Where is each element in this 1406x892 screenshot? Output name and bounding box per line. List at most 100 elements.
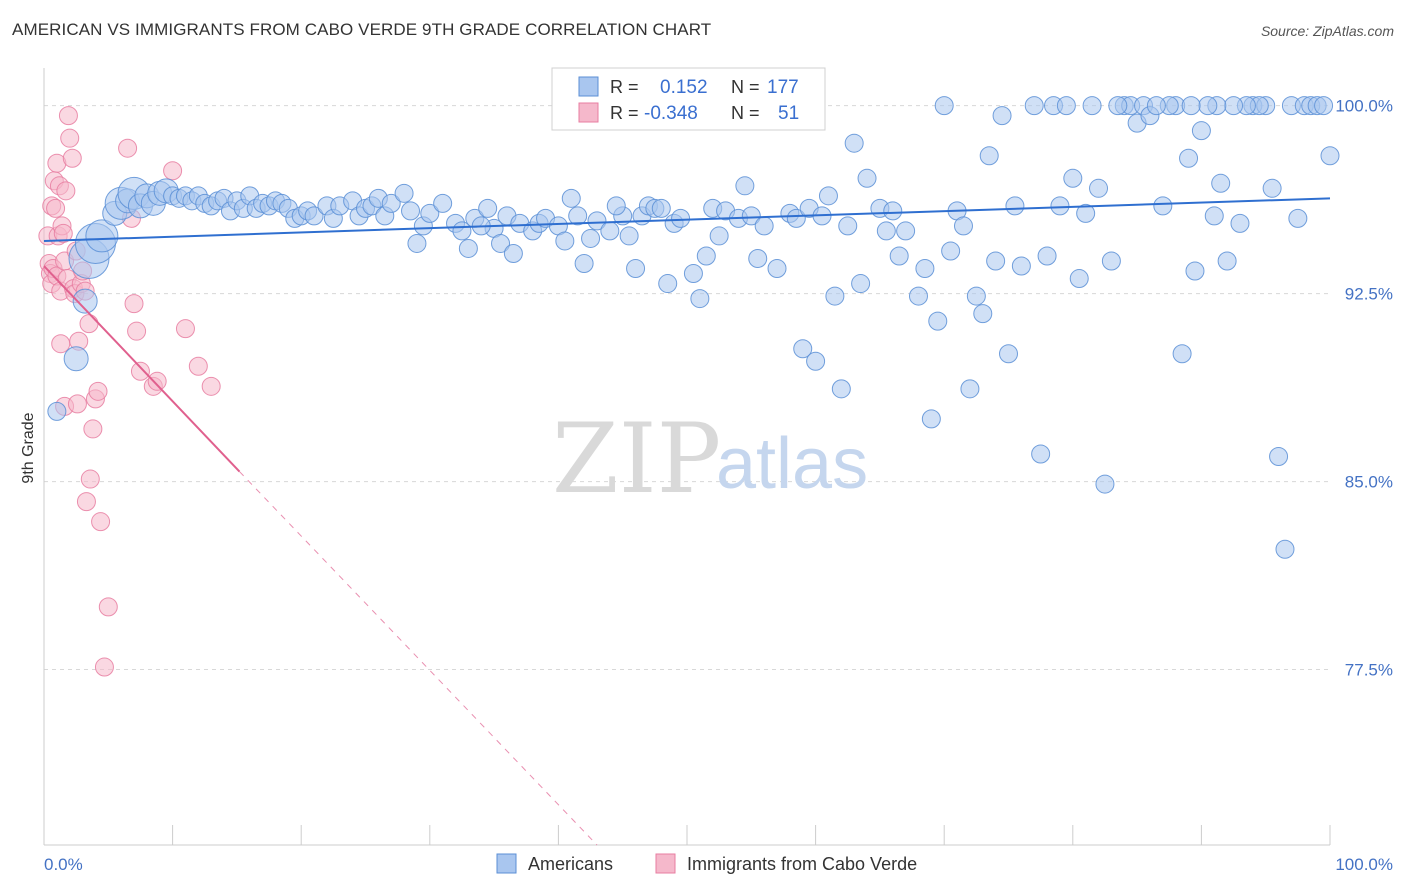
americans-point	[606, 196, 626, 216]
americans-point	[1269, 447, 1289, 466]
americans-point	[1211, 173, 1231, 193]
americans-point	[793, 339, 813, 359]
stats-americans-n-label: N =	[731, 77, 760, 97]
americans-point	[851, 274, 871, 294]
americans-point	[1095, 474, 1115, 494]
legend-americans-swatch	[496, 853, 517, 874]
trend-layer	[43, 197, 1331, 846]
americans-point	[883, 201, 903, 221]
americans-point	[587, 211, 607, 231]
americans-point	[555, 231, 575, 251]
americans-point	[921, 409, 941, 429]
legend-cabo-verde-label: Immigrants from Cabo Verde	[687, 854, 917, 874]
cabo-verde-trend-line	[43, 265, 241, 473]
watermark-zip: ZIP	[552, 403, 721, 515]
americans-point	[683, 264, 703, 284]
stats-americans-r-label: R =	[610, 77, 639, 97]
americans-point	[458, 238, 478, 258]
americans-point	[941, 241, 961, 261]
americans-point	[1101, 251, 1121, 271]
americans-point	[1204, 206, 1224, 226]
cabo-verde-point	[124, 294, 144, 314]
y-tick-label: 77.5%	[1345, 661, 1393, 680]
americans-point	[581, 228, 601, 248]
americans-point	[394, 183, 414, 203]
stats-cabo-verde-r-label: R =	[610, 103, 639, 123]
americans-point	[85, 219, 119, 253]
americans-point	[1024, 96, 1044, 116]
americans-point	[600, 221, 620, 241]
americans-point	[651, 198, 671, 218]
cabo-verde-point	[56, 181, 76, 201]
americans-point	[748, 248, 768, 268]
cabo-verde-point	[80, 469, 100, 489]
stats-americans-n-value: 177	[767, 77, 799, 98]
cabo-verde-point	[175, 319, 195, 339]
cabo-verde-point	[60, 128, 80, 148]
y-axis-label: 9th Grade	[20, 412, 37, 483]
y-tick-label: 92.5%	[1345, 285, 1393, 304]
y-tick-label: 85.0%	[1345, 473, 1393, 492]
americans-point	[72, 288, 98, 314]
ticks-layer: 100.0% 92.5% 85.0% 77.5% 0.0% 100.0%	[44, 97, 1393, 874]
cabo-verde-trend-extension	[239, 471, 598, 846]
americans-point	[1224, 96, 1244, 116]
watermark: ZIP atlas	[552, 403, 868, 515]
cabo-verde-point	[58, 106, 78, 126]
axes-layer	[43, 68, 1331, 846]
americans-point	[1108, 96, 1128, 116]
americans-point	[806, 351, 826, 371]
americans-point	[1288, 208, 1308, 228]
cabo-verde-point	[127, 321, 147, 341]
americans-point	[568, 206, 588, 226]
americans-point	[407, 233, 427, 253]
americans-point	[1082, 96, 1102, 116]
americans-point	[831, 379, 851, 399]
cabo-verde-point	[188, 356, 208, 376]
americans-point	[626, 259, 646, 279]
americans-point	[401, 201, 421, 221]
americans-point	[1275, 539, 1295, 559]
americans-point	[838, 216, 858, 236]
americans-point	[1037, 246, 1057, 266]
cabo-verde-point	[88, 381, 108, 401]
americans-point	[754, 216, 774, 236]
americans-point	[1063, 168, 1083, 188]
americans-point	[1011, 256, 1031, 276]
x-tick-label: 100.0%	[1335, 855, 1393, 874]
cabo-verde-point	[201, 376, 221, 396]
americans-point	[1198, 96, 1218, 116]
americans-point	[1056, 96, 1076, 116]
americans-point	[960, 379, 980, 399]
americans-point	[1191, 121, 1211, 141]
cabo-verde-point	[76, 492, 96, 512]
americans-point	[671, 208, 691, 228]
y-tick-label: 100.0%	[1335, 97, 1393, 116]
americans-point	[658, 274, 678, 294]
stats-americans-r-value: 0.152	[660, 77, 708, 98]
cabo-verde-point	[46, 198, 66, 218]
americans-point	[1230, 213, 1250, 233]
x-tick-label: 0.0%	[44, 855, 83, 874]
americans-point	[1314, 96, 1334, 116]
americans-point	[696, 246, 716, 266]
stats-cabo-verde-swatch	[578, 102, 599, 123]
americans-point	[1089, 178, 1109, 198]
americans-point	[928, 311, 948, 331]
americans-point	[1031, 444, 1051, 464]
americans-point	[619, 226, 639, 246]
americans-point	[47, 401, 67, 421]
cabo-verde-point	[94, 657, 114, 677]
americans-point	[690, 289, 710, 309]
americans-point	[1153, 196, 1173, 216]
americans-point	[1172, 344, 1192, 364]
cabo-verde-point	[53, 223, 73, 243]
americans-point	[63, 346, 89, 372]
americans-point	[478, 198, 498, 218]
grid-layer	[44, 105, 1330, 671]
cabo-verde-point	[51, 334, 71, 354]
americans-point	[741, 206, 761, 226]
americans-point	[1181, 96, 1201, 116]
cabo-verde-point	[130, 361, 150, 381]
americans-point	[1320, 146, 1340, 166]
